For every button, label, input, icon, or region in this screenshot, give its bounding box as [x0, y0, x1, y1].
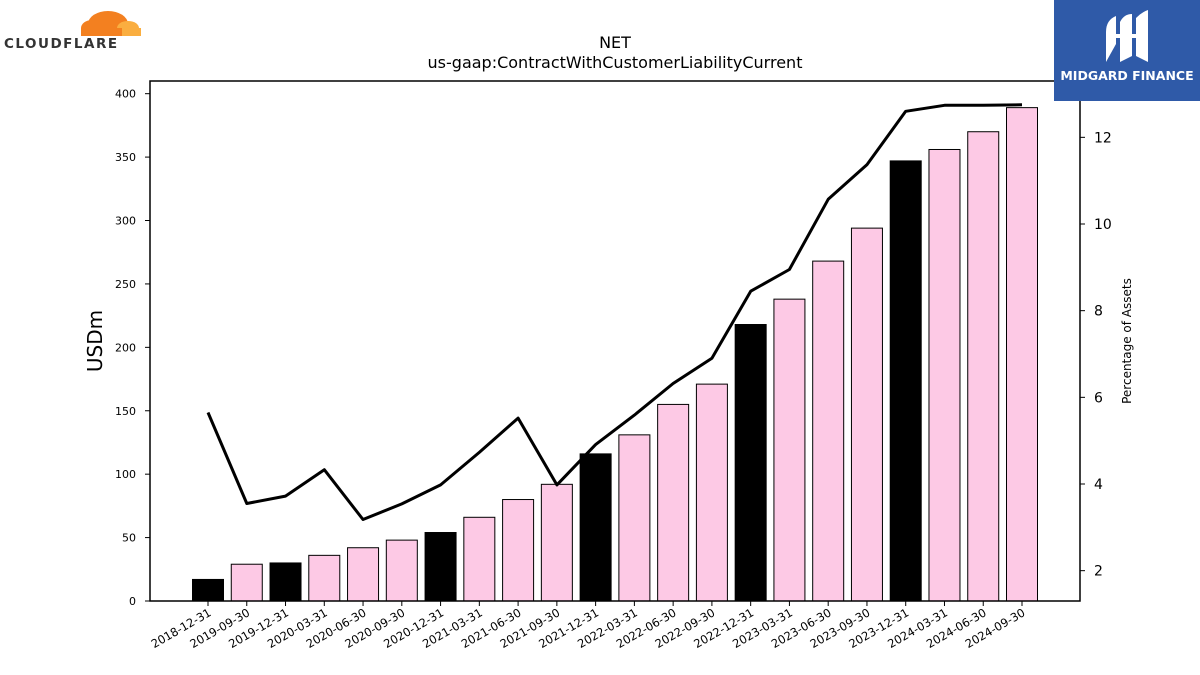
bars-layer: [192, 107, 1038, 602]
y2-tick-label-4: 4: [1094, 477, 1103, 493]
y-tick-label-350: 350: [115, 151, 136, 164]
bar-2022-09-30: [695, 383, 728, 602]
chart-title: NET: [599, 33, 631, 52]
bar-2020-09-30: [385, 539, 418, 602]
bar-2020-06-30: [347, 547, 380, 602]
bar-2023-12-31: [889, 160, 922, 602]
y2-tick-label-8: 8: [1094, 304, 1103, 320]
cloud-icon: [81, 11, 141, 37]
y2-tick-label-12: 12: [1094, 130, 1112, 146]
chart-subtitle: us-gaap:ContractWithCustomerLiabilityCur…: [428, 53, 803, 72]
percentage-line: [206, 103, 1023, 521]
y2-tick-label-6: 6: [1094, 390, 1103, 406]
y-tick-label-300: 300: [115, 215, 136, 228]
x-axis-ticks: 2018-12-312019-09-302019-12-312020-03-31…: [149, 601, 1028, 651]
cloudflare-wordmark: CLOUDFLARE: [4, 36, 119, 52]
y2-axis-label: Percentage of Assets: [1120, 278, 1134, 404]
bar-2024-06-30: [967, 131, 1000, 602]
y-tick-label-250: 250: [115, 278, 136, 291]
y-tick-label-100: 100: [115, 468, 136, 481]
y-tick-label-0: 0: [129, 595, 136, 608]
y2-tick-label-2: 2: [1094, 564, 1103, 580]
midgard-wordmark: MIDGARD FINANCE: [1060, 68, 1194, 83]
midgard-finance-logo: MIDGARD FINANCE: [1054, 0, 1200, 101]
bar-2020-03-31: [308, 554, 341, 602]
y-tick-label-400: 400: [115, 88, 136, 101]
bar-2024-09-30: [1006, 107, 1038, 602]
bar-2022-03-31: [618, 434, 651, 602]
y-tick-label-50: 50: [122, 532, 136, 545]
bar-2021-12-31: [579, 453, 612, 602]
bar-2020-12-31: [424, 532, 457, 602]
y-tick-label-200: 200: [115, 341, 136, 354]
y2-tick-label-10: 10: [1094, 217, 1112, 233]
bar-2022-06-30: [657, 403, 690, 602]
y-tick-label-150: 150: [115, 405, 136, 418]
cloudflare-logo: CLOUDFLARE: [4, 4, 144, 54]
bar-2021-09-30: [540, 483, 573, 602]
bar-2023-03-31: [773, 298, 806, 602]
bar-2021-03-31: [463, 516, 496, 602]
y-axis-label: USDm: [83, 310, 107, 372]
bar-2023-09-30: [850, 227, 883, 602]
left-axis-ticks: 0 50 100 150 200 250 300 350 400: [115, 88, 150, 608]
bar-2019-09-30: [230, 563, 263, 602]
bar-2024-03-31: [928, 148, 961, 602]
bar-2022-12-31: [734, 324, 767, 602]
right-axis-ticks: 2 4 6 8 10 12: [1080, 130, 1112, 580]
bar-2021-06-30: [502, 499, 535, 602]
plot-frame: [149, 80, 1081, 602]
bar-2018-12-31: [192, 578, 224, 602]
midgard-emblem-icon: [1106, 10, 1148, 62]
line-layer: [206, 103, 1023, 521]
bar-2019-12-31: [269, 562, 302, 602]
bar-2023-06-30: [812, 260, 845, 602]
